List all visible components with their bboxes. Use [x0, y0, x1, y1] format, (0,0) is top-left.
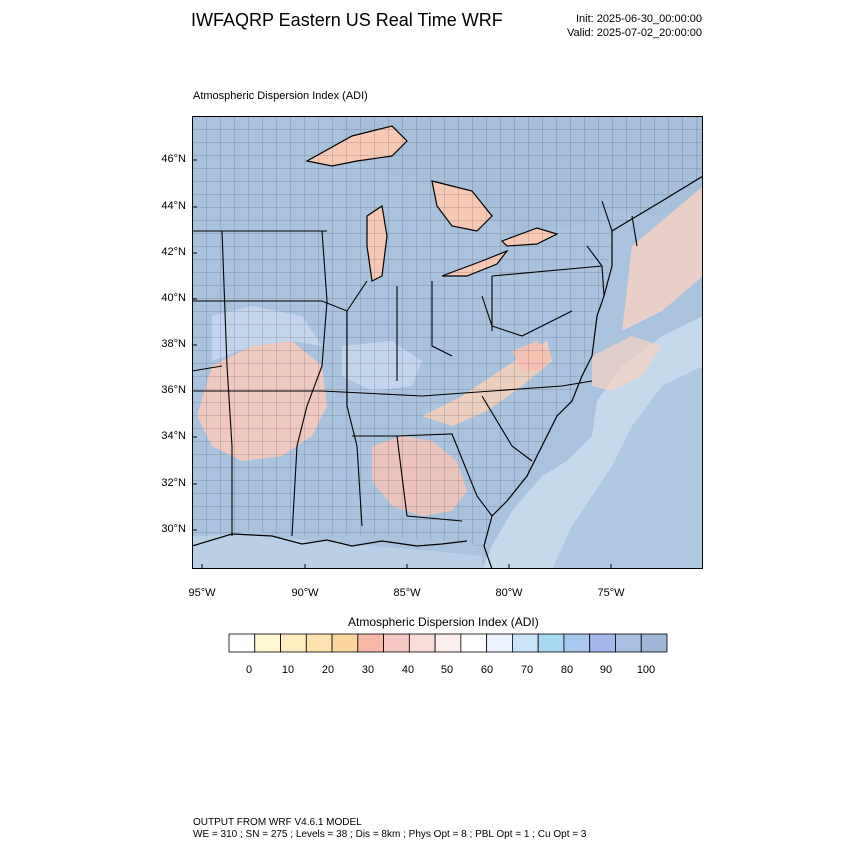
colorbar-title: Atmospheric Dispersion Index (ADI)	[348, 615, 539, 629]
colorbar-label-10: 10	[281, 664, 295, 676]
colorbar-cell	[228, 633, 256, 653]
colorbar-label-0: 0	[245, 664, 253, 676]
page-title: IWFAQRP Eastern US Real Time WRF	[191, 10, 503, 30]
lat-label-36n: 36°N	[161, 384, 186, 396]
colorbar-cell	[434, 633, 462, 653]
lon-label-80w: 80°W	[495, 587, 523, 599]
colorbar-label-60: 60	[480, 664, 494, 676]
map-frame	[192, 116, 703, 569]
map-ticks	[192, 159, 612, 569]
colorbar	[228, 633, 668, 653]
state-boundaries	[192, 200, 638, 537]
adi-map	[192, 116, 703, 569]
gulf-coastline	[192, 533, 468, 547]
lat-label-30n: 30°N	[161, 523, 186, 535]
lon-label-95w: 95°W	[188, 587, 216, 599]
lat-label-34n: 34°N	[161, 430, 186, 442]
colorbar-label-90: 90	[599, 664, 613, 676]
colorbar-cell	[537, 633, 565, 653]
atlantic-coastline	[483, 175, 703, 569]
colorbar-cell	[512, 633, 539, 653]
colorbar-cell	[589, 633, 616, 653]
colorbar-label-50: 50	[440, 664, 454, 676]
lat-label-38n: 38°N	[161, 338, 186, 350]
colorbar-label-80: 80	[560, 664, 574, 676]
lon-label-85w: 85°W	[393, 587, 421, 599]
colorbar-cell	[486, 633, 513, 653]
colorbar-cell	[408, 633, 436, 653]
map-subtitle: Atmospheric Dispersion Index (ADI)	[193, 90, 368, 102]
colorbar-label-40: 40	[401, 664, 415, 676]
init-time: Init: 2025-06-30_00:00:00	[576, 13, 702, 25]
colorbar-cell	[280, 633, 307, 653]
colorbar-cell	[254, 633, 281, 653]
colorbar-label-70: 70	[520, 664, 534, 676]
footer-model: OUTPUT FROM WRF V4.6.1 MODEL	[193, 817, 362, 828]
colorbar-cell	[331, 633, 359, 653]
lon-label-90w: 90°W	[291, 587, 319, 599]
lat-label-40n: 40°N	[161, 292, 186, 304]
colorbar-label-100: 100	[636, 664, 656, 676]
valid-time: Valid: 2025-07-02_20:00:00	[567, 27, 702, 39]
footer-config: WE = 310 ; SN = 275 ; Levels = 38 ; Dis …	[193, 829, 587, 840]
lat-label-42n: 42°N	[161, 246, 186, 258]
lon-label-75w: 75°W	[597, 587, 625, 599]
colorbar-cell	[305, 633, 333, 653]
lat-label-32n: 32°N	[161, 477, 186, 489]
colorbar-cell	[563, 633, 591, 653]
colorbar-cell	[383, 633, 410, 653]
lat-label-44n: 44°N	[161, 200, 186, 212]
colorbar-cell	[460, 633, 488, 653]
colorbar-label-20: 20	[321, 664, 335, 676]
gulf-of-mexico	[192, 534, 482, 569]
colorbar-label-30: 30	[361, 664, 375, 676]
lat-label-46n: 46°N	[161, 153, 186, 165]
colorbar-cell	[357, 633, 384, 653]
colorbar-cell	[640, 633, 668, 653]
colorbar-cell	[615, 633, 642, 653]
